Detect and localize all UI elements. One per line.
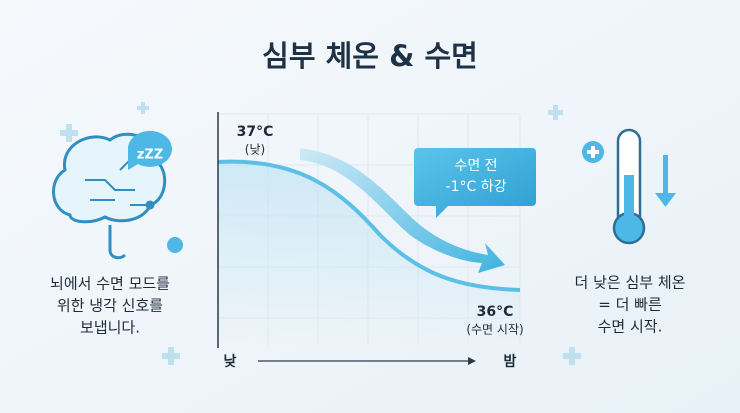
curve-area <box>218 161 520 345</box>
plus-badge <box>167 237 183 253</box>
left-text: 뇌에서 수면 모드를 <box>50 275 170 293</box>
left-text: 보냅니다. <box>80 319 140 337</box>
time-arrowhead <box>468 357 476 365</box>
drop-arrow <box>300 148 505 273</box>
right-text: 더 낮은 심부 체온 <box>575 274 686 292</box>
left-text: 위한 냉각 신호를 <box>57 297 163 315</box>
thermometer-icon <box>582 128 676 245</box>
callout <box>414 148 536 218</box>
callout-text: -1°C 하강 <box>446 179 507 195</box>
start-label: 37°C <box>237 124 274 140</box>
right-text: = 더 빠른 <box>598 296 662 314</box>
start-note: (낮) <box>245 143 265 157</box>
x-start-label: 낮 <box>224 354 237 370</box>
title: 심부 체온 & 수면 <box>262 39 478 73</box>
right-text: 수면 시작. <box>598 318 663 336</box>
speech-bubble <box>127 130 172 170</box>
decor <box>60 102 581 365</box>
callout-text: 수면 전 <box>454 158 497 174</box>
end-label: 36°C <box>477 304 514 320</box>
temperature-curve <box>217 159 521 292</box>
sleep-label: zZZ <box>137 148 163 163</box>
x-end-label: 밤 <box>504 354 517 370</box>
end-note: (수면 시작) <box>466 323 523 337</box>
